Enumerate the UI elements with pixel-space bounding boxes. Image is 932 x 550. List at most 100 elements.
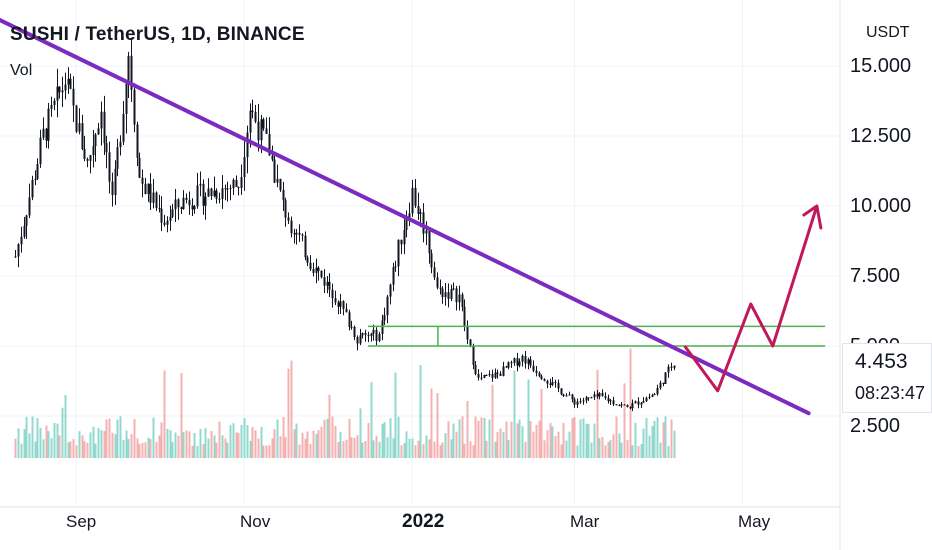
candle-body [94, 134, 97, 147]
candle-body [496, 372, 499, 374]
candle-body [210, 188, 213, 197]
volume-bar [554, 436, 557, 458]
candle-body [133, 89, 136, 125]
candle-body [573, 399, 576, 405]
volume-bar [452, 423, 455, 458]
candle-body [441, 288, 444, 298]
symbol-title[interactable]: SUSHI / TetherUS, 1D, BINANCE [10, 24, 305, 45]
volume-bar [235, 432, 238, 458]
price-tick-7-5: 7.500 [850, 265, 900, 287]
candle-body [111, 181, 114, 196]
candle-body [169, 216, 172, 221]
candle-body [565, 395, 568, 397]
candle-body [282, 190, 285, 201]
candle-body [105, 143, 108, 153]
volume-bar [425, 435, 428, 458]
volume-bar [405, 431, 408, 458]
candle-body [193, 206, 196, 210]
candles [14, 37, 676, 412]
volume-bar [42, 439, 45, 458]
candle-body [141, 177, 144, 184]
volume-bar [138, 444, 141, 458]
volume-bar [108, 418, 111, 458]
candle-body [320, 270, 323, 278]
candle-body [243, 157, 246, 178]
volume-bar [496, 432, 499, 458]
volume-bar [483, 417, 486, 458]
candle-body [271, 155, 274, 160]
volume-bar [397, 416, 400, 458]
candle-body [408, 213, 411, 219]
volume-bar [662, 422, 665, 458]
candle-body [483, 374, 486, 379]
candle-body [158, 207, 161, 209]
candle-body [403, 229, 406, 245]
volume-bar [326, 418, 329, 458]
candle-body [56, 86, 59, 101]
time-axis[interactable]: Sep Nov 2022 Mar May [66, 511, 771, 532]
candle-body [20, 236, 23, 245]
volume-bar [339, 431, 342, 458]
volume-bar [494, 441, 497, 458]
trendline-segment [0, 17, 811, 416]
candle-body [295, 232, 298, 235]
volume-bar [56, 423, 59, 458]
volume-bar [653, 420, 656, 458]
projection-arrow[interactable] [683, 204, 823, 393]
candle-body [444, 292, 447, 298]
volume-bar [323, 419, 326, 458]
volume-bar [36, 418, 39, 458]
volume-bar [147, 437, 150, 458]
candle-body [155, 192, 158, 208]
volume-label[interactable]: Vol [10, 62, 33, 79]
candle-body [328, 281, 331, 290]
projection-path [683, 205, 819, 393]
candle-body [439, 287, 442, 289]
candle-body [188, 199, 191, 206]
volume-bar [359, 408, 362, 458]
volume-bar [579, 419, 582, 458]
volume-bar [122, 439, 125, 458]
volume-bar [171, 441, 174, 458]
candle-body [339, 301, 342, 307]
candle-body [587, 397, 590, 399]
volume-bar [166, 428, 169, 458]
candle-body [119, 141, 122, 148]
volume-bar [596, 369, 599, 458]
candle-body [634, 401, 637, 404]
volume-bar [237, 432, 240, 458]
volume-bar [221, 435, 224, 458]
volume-bar [86, 442, 89, 458]
candle-body [659, 382, 662, 389]
candle-body [662, 382, 665, 384]
candle-body [61, 90, 64, 93]
candle-body [232, 179, 235, 189]
volume-bar [623, 383, 626, 458]
volume-bar [89, 432, 92, 458]
volume-bar [127, 439, 130, 458]
candle-body [353, 326, 356, 338]
volume-bar [17, 428, 20, 458]
candle-body [196, 185, 199, 207]
volume-bar [364, 440, 367, 458]
volume-bar [485, 440, 488, 458]
candle-body [593, 394, 596, 398]
candle-body [144, 183, 147, 194]
volume-bar [309, 443, 312, 458]
volume-bar [469, 441, 472, 458]
candle-body [543, 379, 546, 381]
volume-bar [114, 434, 117, 458]
candle-body [251, 110, 254, 112]
volume-bar [315, 433, 318, 458]
volume-bar [207, 438, 210, 458]
volume-bar [629, 348, 632, 458]
volume-bar [265, 445, 268, 458]
candle-body [204, 196, 207, 206]
volume-bar [381, 423, 384, 458]
candle-body [538, 372, 541, 377]
trendline[interactable] [0, 16, 811, 416]
volume-bar [422, 444, 425, 458]
candle-body [656, 388, 659, 395]
candle-body [653, 394, 656, 396]
